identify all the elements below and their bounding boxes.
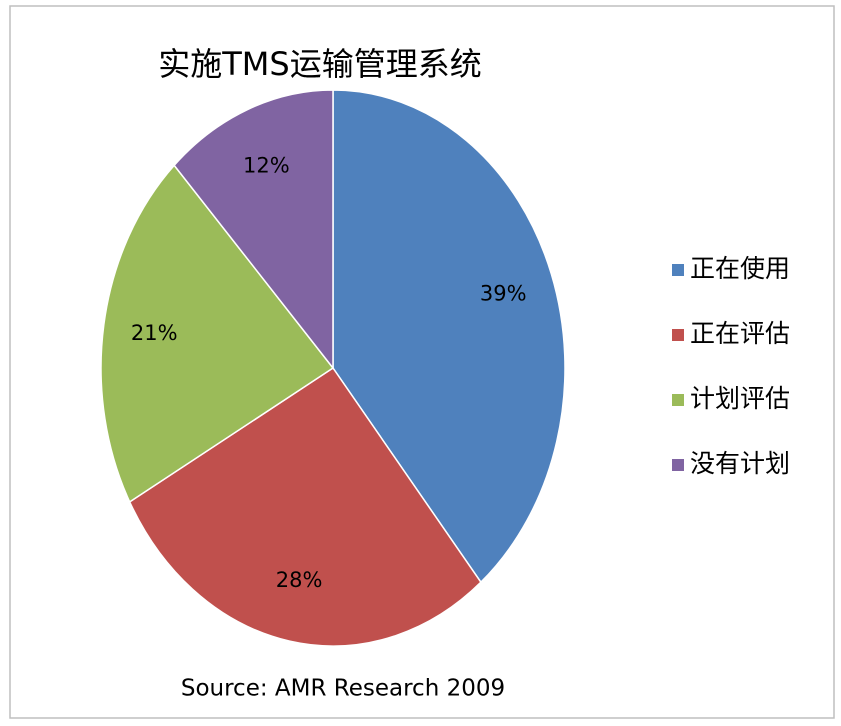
pie-slice: [100, 164, 335, 504]
legend-swatch: [672, 459, 684, 471]
legend-label: 正在使用: [690, 254, 790, 283]
legend-swatch: [672, 264, 684, 276]
legend-label: 计划评估: [690, 384, 790, 413]
pie-slice: [128, 366, 482, 647]
chart-title: 实施TMS运输管理系统: [158, 45, 481, 83]
legend-label: 正在评估: [690, 319, 790, 348]
legend-swatch: [672, 394, 684, 406]
data-label: 21%: [131, 321, 178, 345]
pie-slice: [173, 89, 334, 371]
source-note: Source: AMR Research 2009: [181, 676, 505, 702]
pie-slice: [332, 89, 566, 584]
data-label: 12%: [243, 153, 290, 177]
legend-label: 没有计划: [690, 449, 790, 478]
data-label: 39%: [480, 282, 527, 306]
legend-swatch: [672, 329, 684, 341]
data-label: 28%: [276, 568, 323, 592]
